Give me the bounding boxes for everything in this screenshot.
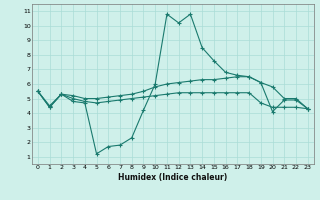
X-axis label: Humidex (Indice chaleur): Humidex (Indice chaleur) [118,173,228,182]
